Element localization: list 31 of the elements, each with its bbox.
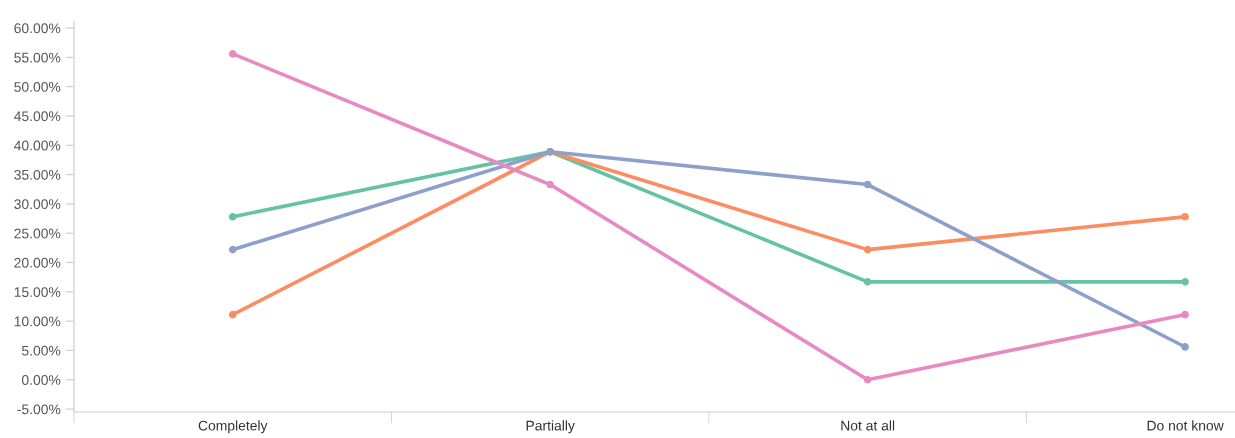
point xyxy=(228,50,237,58)
point xyxy=(1181,212,1189,221)
y-tick-label: 50.00% xyxy=(14,81,61,92)
point xyxy=(863,278,872,286)
y-tick-label: 25.00% xyxy=(14,228,61,239)
point xyxy=(863,180,872,189)
y-tick-label: 20.00% xyxy=(14,257,61,268)
point xyxy=(228,245,237,254)
point xyxy=(863,245,872,254)
y-tick-label: 35.00% xyxy=(14,169,61,180)
point xyxy=(228,310,237,319)
y-tick-label: -5.00% xyxy=(17,404,61,415)
y-tick-label: 55.00% xyxy=(14,52,61,63)
x-tick-label: Do not know xyxy=(1147,420,1224,431)
y-tick-label: 30.00% xyxy=(14,199,61,210)
point xyxy=(228,212,237,221)
y-tick-label: 60.00% xyxy=(14,23,61,34)
point xyxy=(863,375,872,384)
y-tick-label: 0.00% xyxy=(21,375,61,385)
point xyxy=(546,180,554,189)
point xyxy=(1181,278,1189,286)
y-tick-label: 15.00% xyxy=(14,287,61,297)
x-tick-label: Partially xyxy=(526,420,575,434)
point xyxy=(1181,310,1189,319)
y-tick-label: 5.00% xyxy=(21,345,61,356)
y-tick-label: 40.00% xyxy=(14,140,61,151)
y-tick-label: 10.00% xyxy=(14,316,61,327)
y-tick-label: 45.00% xyxy=(14,111,61,122)
x-tick-label: Completely xyxy=(198,420,268,434)
x-tick-label: Not at all xyxy=(841,420,895,431)
point xyxy=(1181,343,1189,351)
